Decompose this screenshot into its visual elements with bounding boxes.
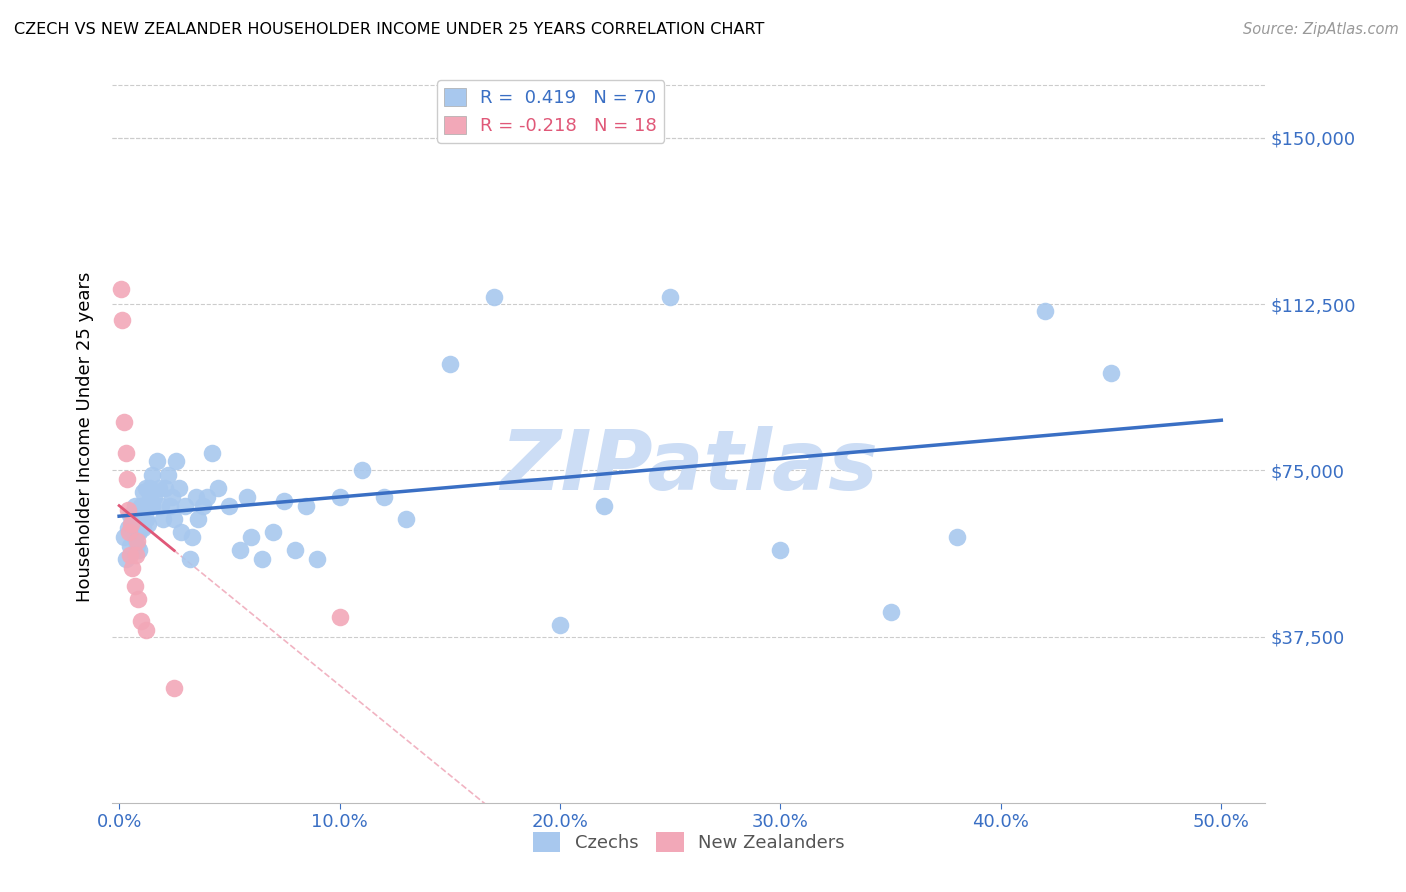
Point bbox=[229, 543, 252, 558]
Point bbox=[174, 499, 197, 513]
Point bbox=[129, 499, 152, 513]
Point bbox=[132, 521, 155, 535]
Point bbox=[121, 561, 143, 575]
Legend: Czechs, New Zealanders: Czechs, New Zealanders bbox=[526, 824, 852, 860]
Text: CZECH VS NEW ZEALANDER HOUSEHOLDER INCOME UNDER 25 YEARS CORRELATION CHART: CZECH VS NEW ZEALANDER HOUSEHOLDER INCOM… bbox=[14, 22, 765, 37]
Point bbox=[112, 530, 135, 544]
Point bbox=[111, 312, 134, 326]
Point bbox=[141, 467, 163, 482]
Point bbox=[114, 445, 136, 459]
Point bbox=[879, 605, 901, 619]
Point bbox=[1099, 366, 1122, 380]
Point bbox=[201, 445, 224, 459]
Point bbox=[139, 490, 162, 504]
Point bbox=[135, 512, 157, 526]
Text: ZIPatlas: ZIPatlas bbox=[501, 425, 877, 507]
Point bbox=[112, 415, 135, 429]
Point bbox=[395, 512, 418, 526]
Point bbox=[186, 490, 208, 504]
Point bbox=[179, 552, 201, 566]
Point bbox=[218, 499, 240, 513]
Point bbox=[159, 499, 181, 513]
Point bbox=[328, 609, 350, 624]
Point bbox=[284, 543, 307, 558]
Point bbox=[141, 499, 163, 513]
Point bbox=[155, 481, 177, 495]
Point bbox=[124, 548, 146, 562]
Point bbox=[117, 521, 139, 535]
Point bbox=[240, 530, 263, 544]
Point bbox=[156, 467, 179, 482]
Point bbox=[373, 490, 395, 504]
Point bbox=[124, 499, 146, 513]
Point bbox=[170, 525, 193, 540]
Point bbox=[139, 481, 162, 495]
Point bbox=[120, 508, 142, 522]
Point bbox=[148, 481, 170, 495]
Point bbox=[769, 543, 792, 558]
Point bbox=[439, 357, 461, 371]
Point bbox=[945, 530, 967, 544]
Point bbox=[124, 578, 146, 592]
Point bbox=[163, 512, 186, 526]
Point bbox=[127, 591, 149, 606]
Point bbox=[165, 454, 187, 468]
Point bbox=[236, 490, 259, 504]
Point bbox=[132, 485, 155, 500]
Point bbox=[593, 499, 616, 513]
Point bbox=[120, 539, 142, 553]
Point bbox=[187, 512, 209, 526]
Point bbox=[145, 454, 167, 468]
Point bbox=[120, 516, 142, 531]
Point bbox=[135, 481, 157, 495]
Point bbox=[307, 552, 329, 566]
Point bbox=[328, 490, 350, 504]
Text: Source: ZipAtlas.com: Source: ZipAtlas.com bbox=[1243, 22, 1399, 37]
Point bbox=[129, 512, 152, 526]
Point bbox=[110, 282, 132, 296]
Point bbox=[659, 290, 682, 304]
Point bbox=[136, 499, 159, 513]
Point bbox=[252, 552, 274, 566]
Y-axis label: Householder Income Under 25 years: Householder Income Under 25 years bbox=[76, 272, 94, 602]
Point bbox=[129, 614, 152, 628]
Point bbox=[350, 463, 373, 477]
Point bbox=[136, 516, 159, 531]
Point bbox=[160, 490, 183, 504]
Point bbox=[180, 530, 202, 544]
Point bbox=[167, 481, 190, 495]
Point bbox=[128, 525, 150, 540]
Point bbox=[128, 543, 150, 558]
Point bbox=[207, 481, 229, 495]
Point bbox=[114, 552, 136, 566]
Point bbox=[121, 516, 143, 531]
Point bbox=[295, 499, 318, 513]
Point bbox=[152, 512, 174, 526]
Point bbox=[117, 503, 139, 517]
Point bbox=[118, 525, 141, 540]
Point bbox=[143, 490, 166, 504]
Point bbox=[482, 290, 505, 304]
Point bbox=[262, 525, 284, 540]
Point bbox=[273, 494, 295, 508]
Point bbox=[149, 499, 172, 513]
Point bbox=[125, 512, 148, 526]
Point bbox=[1033, 303, 1056, 318]
Point bbox=[135, 623, 157, 637]
Point bbox=[125, 539, 148, 553]
Point bbox=[124, 530, 146, 544]
Point bbox=[115, 472, 138, 486]
Point bbox=[191, 499, 214, 513]
Point bbox=[125, 534, 148, 549]
Point bbox=[195, 490, 218, 504]
Point bbox=[163, 681, 186, 695]
Point bbox=[120, 548, 142, 562]
Point bbox=[548, 618, 571, 632]
